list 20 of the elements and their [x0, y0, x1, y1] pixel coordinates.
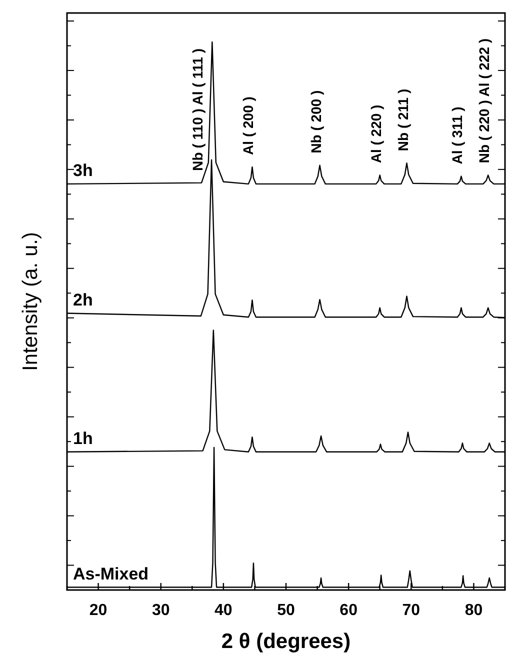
annotation: Al ( 311 ) [449, 106, 466, 164]
x-tick-label: 30 [152, 602, 170, 619]
annotation: Nb ( 211 ) [394, 88, 411, 152]
x-tick-label: 70 [402, 602, 420, 619]
annotation: Nb ( 110 ) Al ( 111 ) [190, 48, 206, 171]
annotation: Nb ( 220 ) Al ( 222 ) [476, 38, 492, 164]
annotation: Nb ( 200 ) [308, 90, 324, 154]
x-axis-title: 2 θ (degrees) [221, 630, 351, 653]
legend-label: 2h [73, 290, 93, 310]
legend-label: 1h [73, 428, 93, 448]
x-tick-label: 60 [340, 602, 358, 619]
x-tick-label: 40 [214, 602, 232, 619]
x-tick-label: 80 [464, 602, 483, 619]
x-tick-label: 20 [89, 602, 108, 619]
legend-label: As-Mixed [73, 564, 149, 584]
annotation: Al ( 200 ) [240, 96, 256, 155]
annotation: Al ( 220 ) [368, 104, 384, 164]
legend-label: 3h [73, 160, 93, 180]
y-axis-title: Intensity (a. u.) [19, 232, 42, 371]
x-tick-label: 50 [277, 602, 295, 619]
